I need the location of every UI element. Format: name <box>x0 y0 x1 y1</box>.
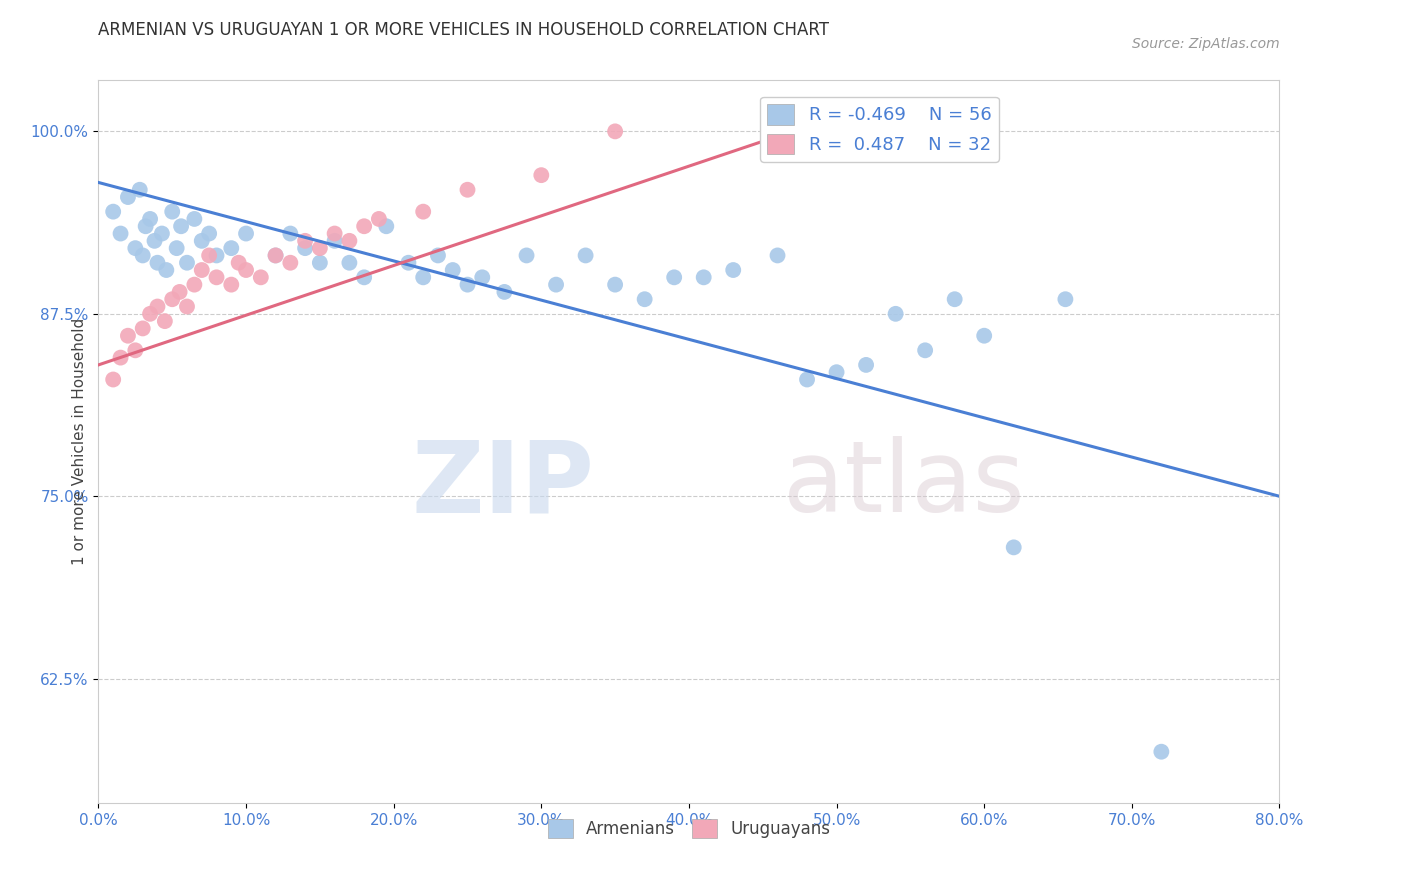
Point <box>169 285 191 299</box>
Point <box>103 372 125 386</box>
Point <box>339 256 361 270</box>
Point <box>1054 292 1077 306</box>
Point <box>150 227 173 241</box>
Point <box>191 234 214 248</box>
Point <box>457 183 479 197</box>
Point <box>117 190 139 204</box>
Point <box>198 248 221 262</box>
Point <box>441 263 464 277</box>
Text: ARMENIAN VS URUGUAYAN 1 OR MORE VEHICLES IN HOUSEHOLD CORRELATION CHART: ARMENIAN VS URUGUAYAN 1 OR MORE VEHICLES… <box>98 21 830 38</box>
Point <box>855 358 877 372</box>
Point <box>575 248 598 262</box>
Point <box>264 248 287 262</box>
Point <box>176 256 198 270</box>
Point <box>162 204 183 219</box>
Point <box>170 219 193 234</box>
Point <box>124 241 146 255</box>
Point <box>294 234 316 248</box>
Legend: Armenians, Uruguayans: Armenians, Uruguayans <box>541 813 837 845</box>
Point <box>516 248 538 262</box>
Point <box>766 248 789 262</box>
Point <box>146 300 169 314</box>
Point <box>221 277 243 292</box>
Point <box>530 168 553 182</box>
Point <box>139 307 162 321</box>
Point <box>166 241 188 255</box>
Point <box>943 292 966 306</box>
Point <box>1150 745 1173 759</box>
Text: atlas: atlas <box>783 436 1025 533</box>
Point <box>546 277 568 292</box>
Point <box>205 248 228 262</box>
Point <box>176 300 198 314</box>
Point <box>294 241 316 255</box>
Point <box>323 234 346 248</box>
Point <box>368 211 391 226</box>
Point <box>155 263 177 277</box>
Point <box>110 351 132 365</box>
Y-axis label: 1 or more Vehicles in Household: 1 or more Vehicles in Household <box>72 318 87 566</box>
Point <box>914 343 936 358</box>
Point <box>128 183 150 197</box>
Point <box>183 277 205 292</box>
Point <box>605 124 627 138</box>
Point <box>634 292 657 306</box>
Point <box>1002 541 1025 555</box>
Point <box>457 277 479 292</box>
Point <box>884 307 907 321</box>
Point <box>183 211 205 226</box>
Point <box>198 227 221 241</box>
Point <box>103 204 125 219</box>
Point <box>228 256 250 270</box>
Point <box>153 314 176 328</box>
Point <box>221 241 243 255</box>
Point <box>146 256 169 270</box>
Point <box>494 285 516 299</box>
Point <box>309 256 332 270</box>
Point <box>973 328 995 343</box>
Point <box>135 219 157 234</box>
Point <box>280 227 302 241</box>
Point <box>132 321 155 335</box>
Point <box>664 270 686 285</box>
Point <box>264 248 287 262</box>
Point <box>132 248 155 262</box>
Point <box>280 256 302 270</box>
Point <box>250 270 273 285</box>
Point <box>124 343 146 358</box>
Point <box>398 256 420 270</box>
Point <box>353 270 375 285</box>
Point <box>825 365 848 379</box>
Point <box>235 227 257 241</box>
Point <box>723 263 745 277</box>
Point <box>412 204 434 219</box>
Point <box>353 219 375 234</box>
Point <box>117 328 139 343</box>
Point <box>323 227 346 241</box>
Point <box>139 211 162 226</box>
Point <box>191 263 214 277</box>
Point <box>693 270 716 285</box>
Point <box>162 292 183 306</box>
Point <box>471 270 494 285</box>
Point <box>605 277 627 292</box>
Point <box>205 270 228 285</box>
Point <box>110 227 132 241</box>
Point <box>412 270 434 285</box>
Text: ZIP: ZIP <box>412 436 595 533</box>
Point <box>427 248 450 262</box>
Point <box>782 124 804 138</box>
Point <box>309 241 332 255</box>
Point <box>796 372 818 386</box>
Point <box>143 234 166 248</box>
Point <box>235 263 257 277</box>
Point <box>375 219 398 234</box>
Text: Source: ZipAtlas.com: Source: ZipAtlas.com <box>1132 37 1279 52</box>
Point <box>339 234 361 248</box>
